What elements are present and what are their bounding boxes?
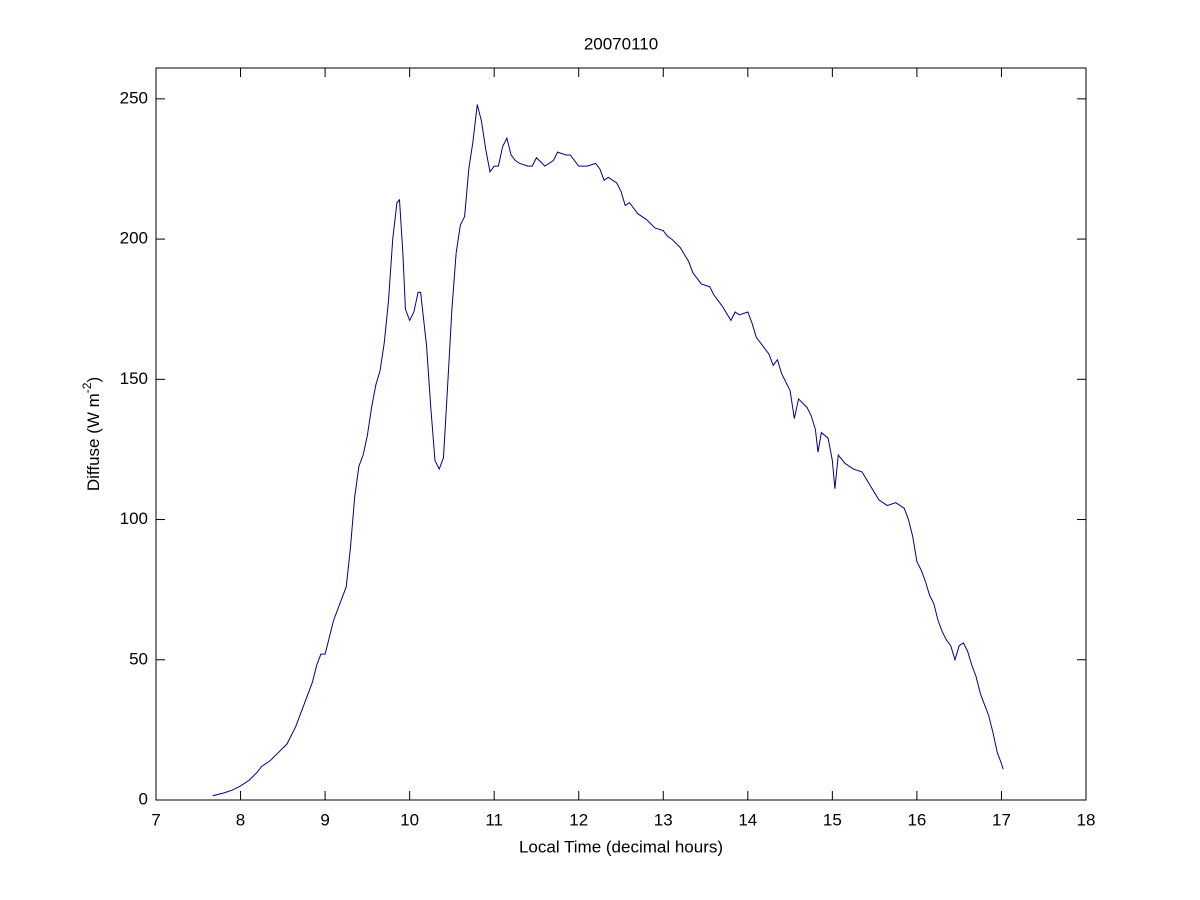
y-tick-label: 100 bbox=[120, 509, 148, 528]
x-tick-label: 17 bbox=[992, 810, 1011, 829]
x-tick-label: 9 bbox=[320, 810, 329, 829]
y-tick-label: 0 bbox=[139, 789, 148, 808]
y-axis-label-text: Diffuse (W m bbox=[84, 393, 103, 491]
plot-area bbox=[155, 67, 1087, 801]
x-axis-label: Local Time (decimal hours) bbox=[519, 837, 723, 856]
data-line bbox=[212, 104, 1004, 797]
y-axis-label-superscript: -2 bbox=[80, 382, 94, 393]
x-tick-label: 12 bbox=[569, 810, 588, 829]
chart-title: 20070110 bbox=[584, 34, 658, 53]
y-axis-label: Diffuse (W m-2) bbox=[80, 377, 103, 491]
x-tick-label: 7 bbox=[151, 810, 160, 829]
x-tick-label: 10 bbox=[400, 810, 419, 829]
x-tick-label: 13 bbox=[654, 810, 673, 829]
x-tick-label: 14 bbox=[738, 810, 757, 829]
y-tick-label: 150 bbox=[120, 369, 148, 388]
x-tick-label: 8 bbox=[236, 810, 245, 829]
x-tick-label: 15 bbox=[823, 810, 842, 829]
y-tick-label: 250 bbox=[120, 88, 148, 107]
y-tick-label: 200 bbox=[120, 229, 148, 248]
y-axis-label-end: ) bbox=[84, 377, 103, 383]
x-tick-label: 18 bbox=[1077, 810, 1096, 829]
x-tick-label: 16 bbox=[907, 810, 926, 829]
x-tick-label: 11 bbox=[485, 810, 503, 829]
y-tick-label: 50 bbox=[129, 649, 148, 668]
